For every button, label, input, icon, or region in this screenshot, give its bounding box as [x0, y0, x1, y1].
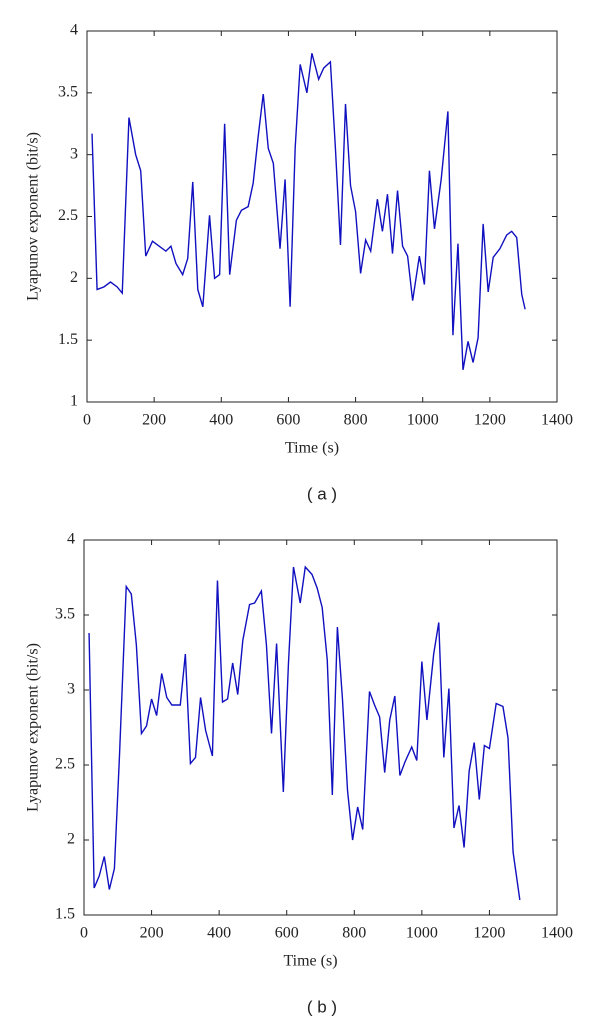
x-tick-label: 1000: [406, 925, 438, 942]
y-tick-label: 4: [67, 531, 75, 548]
y-tick-label: 3.5: [55, 606, 75, 623]
x-axis-label: Time (s): [283, 953, 337, 970]
y-tick-label: 2: [67, 831, 75, 848]
plot-frame: [83, 539, 558, 916]
x-tick-label: 1200: [474, 412, 506, 429]
data-line: [88, 565, 521, 901]
x-tick-label: 600: [276, 412, 300, 429]
x-tick-label: 200: [142, 412, 166, 429]
y-tick-label: 1.5: [55, 906, 75, 923]
data-line: [91, 53, 526, 370]
y-axis-label: Lyapunov exponent (bit/s): [25, 132, 42, 301]
x-tick-label: 1000: [407, 412, 439, 429]
x-tick-label: 800: [342, 925, 366, 942]
y-tick-label: 3.5: [58, 84, 78, 101]
y-tick-label: 3: [67, 681, 75, 698]
plot-frame: [86, 30, 558, 403]
caption: ( b ): [307, 997, 337, 1016]
x-tick-label: 400: [209, 412, 233, 429]
x-tick-label: 400: [207, 925, 231, 942]
x-tick-label: 1400: [541, 925, 573, 942]
y-tick-label: 2.5: [58, 207, 78, 224]
x-axis-label: Time (s): [285, 440, 339, 457]
y-tick-label: 1: [70, 393, 78, 410]
y-tick-label: 1.5: [58, 331, 78, 348]
x-tick-label: 800: [344, 412, 368, 429]
y-axis-label: Lyapunov exponent (bit/s): [25, 643, 42, 812]
y-tick-label: 2: [70, 269, 78, 286]
x-tick-label: 1400: [541, 412, 573, 429]
x-tick-label: 200: [140, 925, 164, 942]
y-tick-label: 3: [70, 145, 78, 162]
y-tick-label: 2.5: [55, 756, 75, 773]
x-tick-label: 1200: [473, 925, 505, 942]
x-tick-label: 0: [83, 412, 91, 429]
y-tick-label: 4: [70, 22, 78, 39]
x-tick-label: 0: [80, 925, 88, 942]
caption: ( a ): [307, 484, 337, 503]
x-tick-label: 600: [275, 925, 299, 942]
